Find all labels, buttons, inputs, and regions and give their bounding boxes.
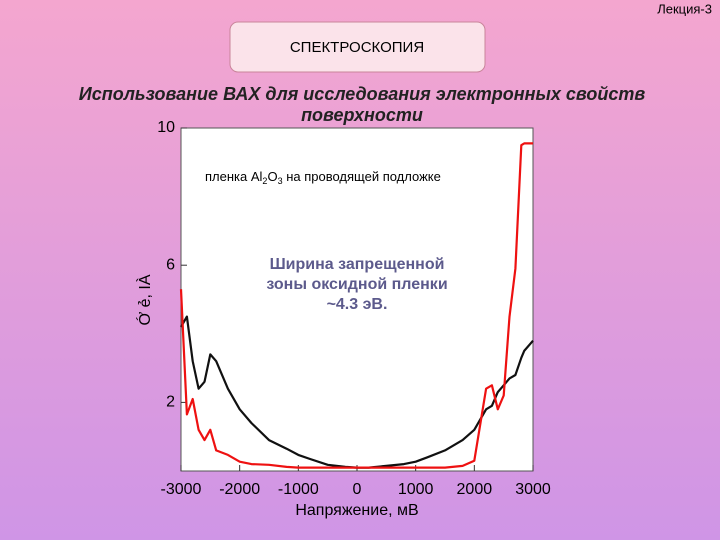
section-box [229, 21, 486, 73]
annotation-part: 2 [262, 176, 267, 186]
section-title: СПЕКТРОСКОПИЯ [290, 39, 424, 56]
x-tick-label: 1000 [398, 481, 434, 498]
x-tick-label: -2000 [219, 481, 260, 498]
y-axis-label: Ớ ẻ, ІÀ [135, 274, 154, 325]
lecture-label: Лекция-3 [657, 1, 712, 16]
annotation: зоны оксидной пленки [266, 276, 447, 293]
x-tick-label: 3000 [515, 481, 551, 498]
x-axis-label: Напряжение, мВ [295, 502, 418, 519]
annotation: пленка Al2O3 на проводящей подложке [205, 169, 441, 186]
x-tick-label: -3000 [161, 481, 202, 498]
plot-area [180, 127, 534, 472]
annotation-part: пленка Al [205, 169, 263, 184]
x-tick-label: 2000 [457, 481, 493, 498]
y-tick-label: 10 [157, 119, 175, 136]
y-tick-label: 2 [166, 394, 175, 411]
annotation: Ширина запрещенной [270, 256, 445, 273]
title-line: поверхности [301, 105, 423, 125]
y-tick-label: 6 [166, 256, 175, 273]
annotation-part: на проводящей подложке [283, 169, 441, 184]
x-tick-label: 0 [353, 481, 362, 498]
data-line [179, 142, 533, 469]
annotation-part: 3 [278, 176, 283, 186]
annotation: ~4.3 эВ. [327, 296, 388, 313]
title-line: Использование ВАХ для исследования элект… [79, 84, 646, 104]
x-tick-label: -1000 [278, 481, 319, 498]
annotation-part: O [267, 169, 277, 184]
